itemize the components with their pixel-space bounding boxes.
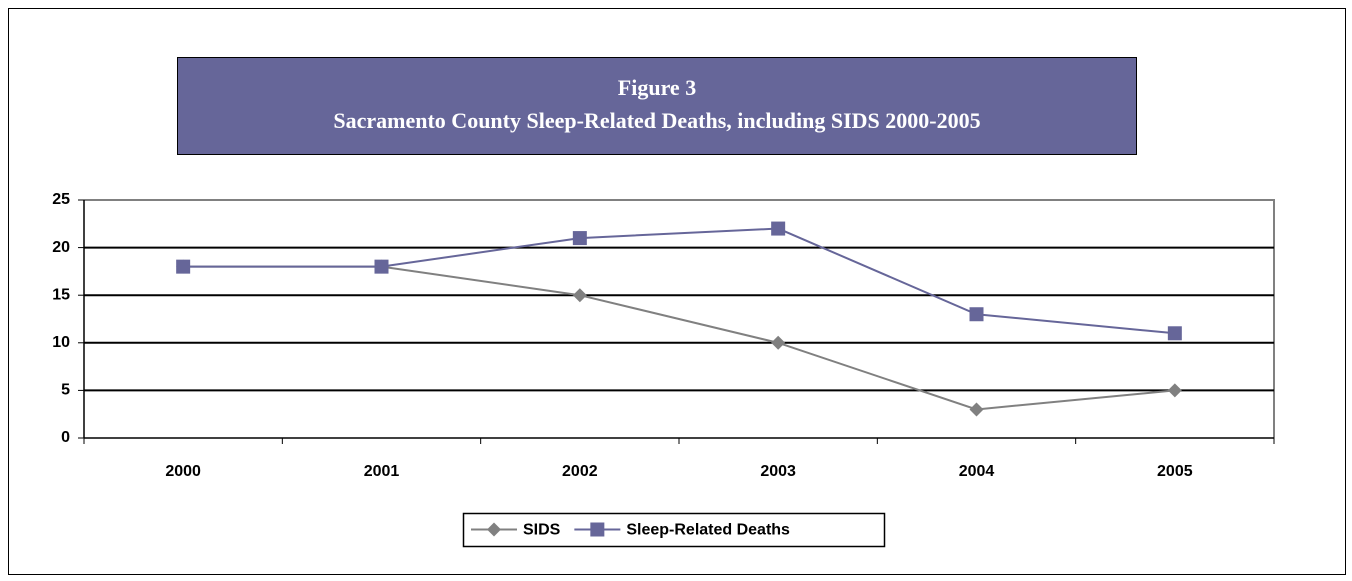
marker-square: [176, 259, 191, 274]
x-tick-label: 2002: [562, 463, 598, 480]
chart-subtitle: Sacramento County Sleep-Related Deaths, …: [333, 108, 980, 133]
y-tick-label: 10: [52, 334, 70, 351]
marker-square: [374, 259, 389, 274]
x-tick-label: 2003: [760, 463, 796, 480]
marker-diamond: [771, 335, 786, 350]
x-tick-label: 2001: [364, 463, 400, 480]
marker-diamond: [969, 402, 984, 417]
marker-square: [572, 231, 587, 246]
marker-diamond: [572, 288, 587, 303]
series-line: [183, 227, 1175, 335]
y-tick-label: 25: [52, 191, 70, 208]
marker-square: [969, 307, 984, 322]
marker-square: [771, 221, 786, 236]
y-tick-label: 0: [61, 429, 70, 446]
x-tick-label: 2000: [165, 463, 201, 480]
marker-square: [1167, 326, 1182, 341]
legend-label: Sleep-Related Deaths: [626, 522, 790, 539]
y-tick-label: 15: [52, 286, 70, 303]
plot-border: [84, 199, 1275, 438]
x-tick-label: 2004: [959, 463, 995, 480]
chart-title: Figure 3: [618, 75, 696, 100]
marker-diamond: [1167, 383, 1182, 398]
marker-diamond: [487, 522, 501, 537]
y-tick-label: 5: [61, 382, 70, 399]
legend-label: SIDS: [523, 522, 561, 539]
y-tick-label: 20: [52, 239, 70, 256]
title-box: [177, 57, 1137, 155]
marker-square: [590, 522, 605, 537]
x-tick-label: 2005: [1157, 463, 1193, 480]
legend-box: [462, 512, 886, 548]
